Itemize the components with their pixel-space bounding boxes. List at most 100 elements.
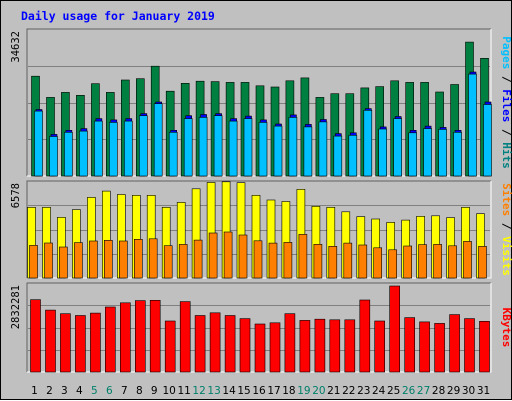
bar-pages-day-4	[79, 130, 88, 177]
y-max-label: 6578	[10, 183, 22, 208]
x-tick-label: 16	[252, 385, 266, 397]
x-tick-label: 29	[447, 385, 460, 397]
bar-kbytes-day-8	[135, 300, 146, 373]
bar-pages-day-9	[153, 103, 163, 177]
panel-kbytes: 2832281 KBytes	[10, 282, 512, 373]
x-tick-label: 26	[402, 385, 416, 397]
x-tick-label: 15	[237, 385, 250, 397]
x-tick-label: 14	[222, 385, 236, 397]
bar-pages-day-26	[408, 132, 418, 177]
bar-kbytes-day-11	[179, 301, 191, 373]
bar-sites-day-2	[44, 242, 53, 279]
y-axis-label: Pages / Files / Hits	[500, 36, 512, 169]
bar-sites-day-9	[148, 238, 158, 279]
bar-kbytes-day-29	[449, 314, 460, 373]
bar-kbytes-day-13	[209, 312, 221, 373]
bar-kbytes-day-27	[419, 321, 430, 373]
x-tick-label: 31	[477, 385, 490, 397]
bar-sites-day-17	[268, 242, 278, 279]
y-axis-label-part: Sites	[500, 183, 512, 216]
bar-sites-day-12	[193, 239, 203, 279]
bar-pages-day-16	[258, 122, 268, 177]
panel-bevel-dark	[26, 180, 491, 278]
bar-kbytes-day-1	[30, 299, 41, 373]
bar-sites-day-8	[134, 239, 143, 279]
bar-pages-day-17	[273, 125, 283, 177]
bar-kbytes-day-19	[299, 320, 311, 373]
bar-pages-day-29	[453, 132, 462, 177]
x-tick-label: 25	[387, 385, 400, 397]
bar-kbytes-day-12	[194, 315, 206, 373]
bar-sites-day-14	[223, 231, 233, 279]
bar-sites-day-24	[373, 247, 383, 279]
bar-kbytes-day-2	[45, 309, 56, 373]
y-max-label: 2832281	[10, 285, 22, 329]
x-tick-label: 7	[121, 385, 128, 397]
bar-pages-day-3	[64, 132, 73, 177]
x-tick-label: 21	[327, 385, 340, 397]
bar-sites-day-22	[343, 242, 353, 279]
bar-kbytes-day-20	[314, 318, 326, 373]
x-tick-label: 17	[267, 385, 280, 397]
bar-pages-day-27	[423, 128, 432, 177]
bar-pages-day-20	[318, 121, 328, 177]
x-tick-label: 27	[417, 385, 430, 397]
bar-pages-day-15	[243, 118, 253, 177]
bar-pages-day-14	[228, 120, 238, 177]
y-axis-label-part: Pages	[500, 36, 512, 69]
y-axis-label-part: KBytes	[500, 308, 512, 348]
bar-pages-day-12	[198, 117, 208, 177]
x-tick-label: 1	[31, 385, 38, 397]
bar-kbytes-day-24	[374, 320, 386, 373]
x-tick-label: 2	[46, 385, 53, 397]
bar-pages-day-8	[139, 115, 148, 177]
bar-sites-day-30	[463, 241, 472, 279]
y-axis-label: Sites / Visits	[500, 183, 512, 276]
bar-sites-day-11	[178, 244, 188, 279]
panel-hits-files-pages: 34632 Pages / Files / Hits	[10, 28, 512, 177]
bar-kbytes-day-21	[329, 319, 341, 373]
bar-sites-day-7	[119, 240, 128, 279]
bar-pages-day-24	[378, 128, 388, 177]
x-tick-label: 9	[151, 385, 158, 397]
bar-sites-day-10	[163, 245, 173, 279]
y-axis-label-part: Visits	[500, 236, 512, 276]
bar-sites-day-19	[298, 234, 308, 279]
bar-pages-day-31	[483, 104, 492, 177]
y-axis-label-part: /	[500, 122, 512, 142]
bar-sites-day-5	[89, 240, 98, 279]
bar-kbytes-day-9	[149, 299, 161, 373]
bar-kbytes-day-26	[404, 317, 416, 373]
panel-bevel-dark	[26, 282, 491, 372]
panel-visits-sites: 6578 Sites / Visits	[10, 180, 512, 279]
x-tick-label: 19	[297, 385, 310, 397]
bar-kbytes-day-16	[254, 323, 266, 373]
y-max-label: 34632	[10, 31, 22, 63]
bar-pages-day-11	[183, 118, 193, 177]
x-tick-label: 10	[163, 385, 176, 397]
bar-pages-day-22	[348, 135, 358, 177]
x-tick-label: 30	[462, 385, 475, 397]
bar-kbytes-day-25	[389, 285, 401, 373]
y-axis-label: KBytes	[500, 308, 512, 348]
bar-kbytes-day-17	[269, 322, 281, 373]
bar-sites-day-25	[388, 249, 398, 279]
bar-sites-day-15	[238, 234, 248, 279]
x-tick-label: 5	[91, 385, 98, 397]
x-tick-label: 11	[178, 385, 191, 397]
bar-sites-day-28	[433, 244, 442, 279]
bar-sites-day-29	[448, 245, 457, 279]
bar-kbytes-day-15	[239, 318, 251, 373]
bar-pages-day-13	[213, 115, 223, 177]
bar-sites-day-1	[29, 245, 38, 279]
bar-kbytes-day-4	[75, 315, 86, 373]
x-tick-label: 13	[207, 385, 220, 397]
x-tick-label: 23	[357, 385, 370, 397]
x-tick-label: 3	[61, 385, 68, 397]
bar-pages-day-25	[393, 118, 403, 177]
bar-pages-day-28	[438, 129, 447, 177]
x-tick-label: 20	[312, 385, 325, 397]
x-tick-label: 4	[76, 385, 83, 397]
x-tick-label: 6	[106, 385, 113, 397]
